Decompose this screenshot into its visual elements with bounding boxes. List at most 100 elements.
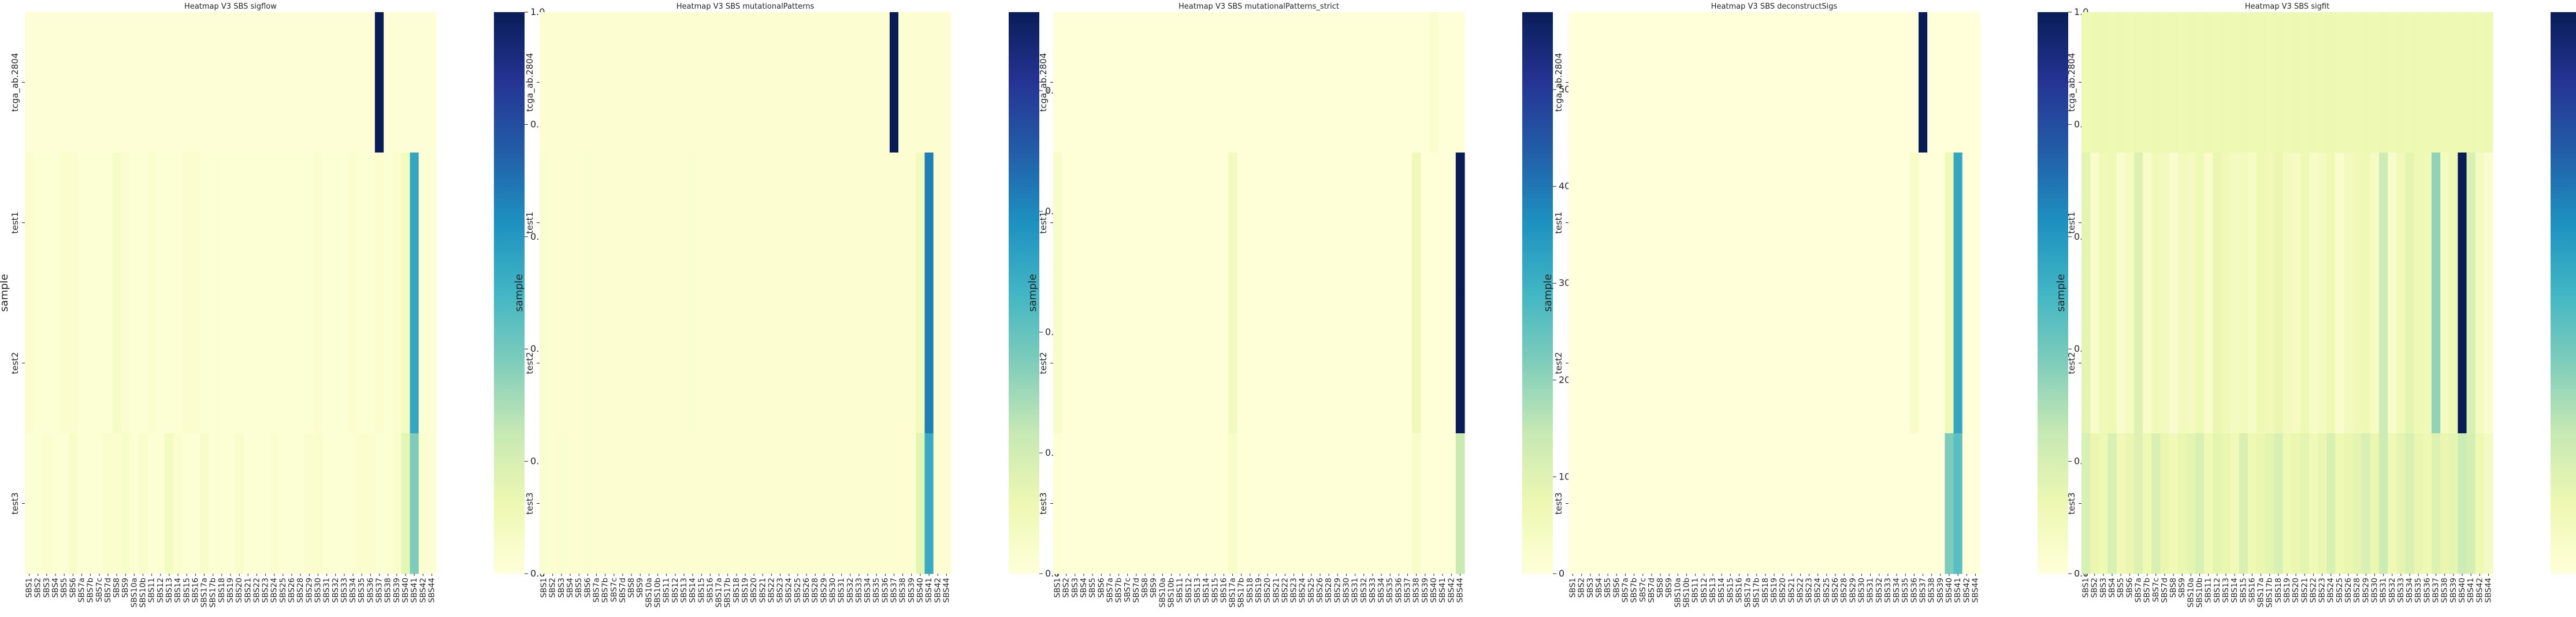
heatmap-cell [1315,12,1325,153]
heatmap-cell [758,12,768,153]
heatmap-cell [1918,433,1928,574]
x-tick-label: SBS39 [2449,578,2458,603]
heatmap-cell [2090,433,2099,574]
heatmap-cell [1403,153,1412,293]
x-tick-label: SBS32 [331,578,340,603]
heatmap-cell [1630,293,1639,434]
heatmap-cell [1254,12,1264,153]
heatmap-cell [156,12,165,153]
heatmap-cell [304,293,314,434]
heatmap-cell [2326,293,2336,434]
heatmap-cell [1708,153,1718,293]
heatmap-cell [384,293,393,434]
heatmap-cell [1577,293,1586,434]
x-tick-label: SBS23 [776,578,785,603]
heatmap-cell [1682,293,1692,434]
heatmap-cell [2291,153,2301,293]
heatmap-cell [583,293,593,434]
heatmap-cell [557,153,567,293]
heatmap-cell [916,153,925,293]
heatmap-cell [2422,433,2432,574]
heatmap-cell [1656,293,1666,434]
x-tick-label: SBS18 [1246,578,1255,603]
heatmap-cell [653,433,663,574]
heatmap-cell [2335,12,2345,153]
heatmap-cell [2431,153,2441,293]
heatmap-cell [1664,153,1674,293]
x-tick-label: SBS17a [200,578,209,608]
x-tick-label: SBS18 [1761,578,1770,603]
heatmap-cell [270,433,279,574]
heatmap-cell [1866,293,1875,434]
heatmap-cell [2466,12,2476,153]
x-tick-label: SBS21 [758,578,767,603]
heatmap-cell [1062,12,1071,153]
heatmap-cell [2414,153,2423,293]
x-tick-label: SBS38 [2440,578,2449,603]
x-tick-label: SBS3 [2099,578,2108,598]
heatmap-cell [1132,153,1142,293]
heatmap-cell [2344,293,2354,434]
heatmap-cell [25,293,34,434]
heatmap-cell [1228,12,1237,153]
heatmap-cell [705,293,715,434]
heatmap-cell [2440,153,2449,293]
heatmap-cell [2318,433,2327,574]
heatmap-cell [384,12,393,153]
heatmap-cell [1717,12,1727,153]
heatmap-cell [566,153,575,293]
heatmap-cell [767,12,776,153]
heatmap-cell [401,433,411,574]
heatmap-cell [1630,12,1639,153]
heatmap-cell [173,293,183,434]
heatmap-cell [1962,433,1972,574]
x-tick-label: SBS12 [1184,578,1194,603]
x-tick-label: SBS21 [2300,578,2309,603]
heatmap-cell [60,153,69,293]
heatmap-cell [357,12,367,153]
heatmap-cell [679,293,689,434]
x-tick-label: SBS44 [942,578,951,603]
x-tick-label: SBS15 [2239,578,2248,603]
x-tick-label: SBS38 [384,578,393,603]
x-tick-label: SBS14 [2230,578,2239,603]
heatmap-cell [583,153,593,293]
heatmap-cell [191,293,200,434]
x-tick-label: SBS10b [1682,578,1692,608]
heatmap-cell [854,153,864,293]
heatmap-cell [1700,293,1709,434]
heatmap-cell [1447,153,1456,293]
heatmap-cell [758,293,768,434]
x-tick-label: SBS28 [811,578,820,603]
heatmap-cell [156,153,165,293]
heatmap-cell [2361,433,2371,574]
x-tick-label: SBS32 [1875,578,1884,603]
heatmap-cell [121,12,131,153]
heatmap-cell [1176,12,1185,153]
x-tick-label: SBS26 [287,578,296,603]
heatmap-cell [235,153,244,293]
x-tick-label: SBS7a [592,578,601,603]
heatmap-cell [872,153,882,293]
heatmap-cell [1927,293,1936,434]
heatmap-cell [296,153,306,293]
heatmap-cell [1743,12,1753,153]
heatmap-cell [296,293,306,434]
heatmap-cell [2458,153,2467,293]
heatmap-cell [1953,153,1963,293]
heatmap-cell [776,153,785,293]
heatmap-cell [2160,433,2170,574]
heatmap-cell [313,293,323,434]
x-tick-label: SBS37 [1403,578,1412,603]
heatmap-cell [1743,433,1753,574]
heatmap-cell [1263,293,1273,434]
heatmap-cell [828,293,838,434]
x-tick-label: SBS7d [2160,578,2169,603]
heatmap-cell [671,153,680,293]
heatmap-cell [688,433,698,574]
x-tick-label: SBS20 [2291,578,2300,603]
heatmap-cell [68,12,78,153]
heatmap-cell [2160,293,2170,434]
heatmap-cell [1664,12,1674,153]
